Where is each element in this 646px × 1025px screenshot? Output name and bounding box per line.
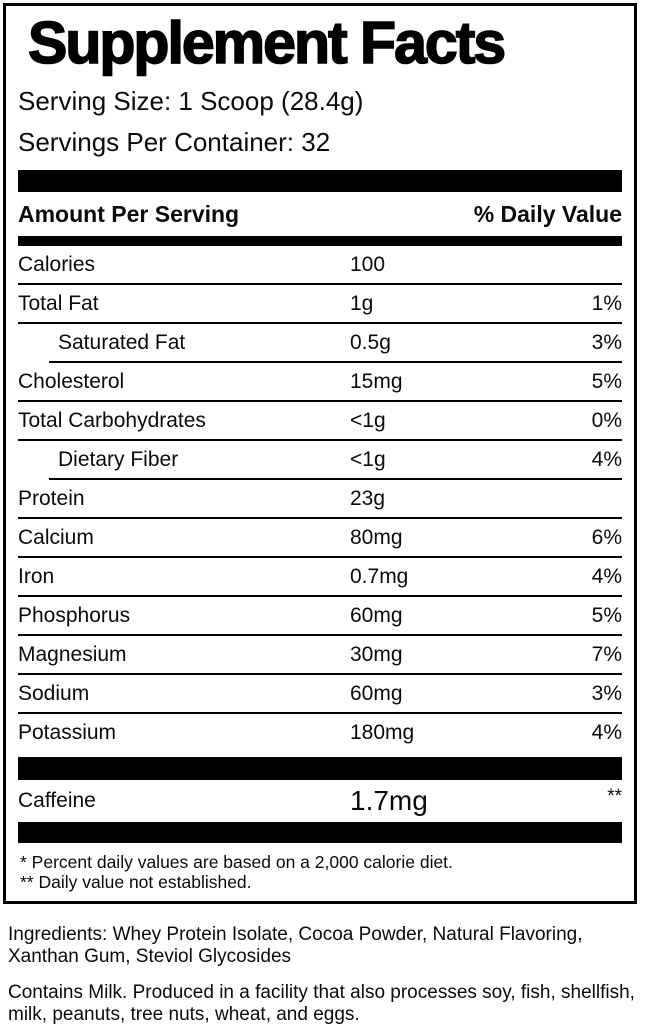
nutrient-daily-value: ** (607, 786, 622, 807)
nutrient-daily-value: 3% (591, 681, 622, 705)
row-divider (18, 517, 622, 519)
row-divider (18, 283, 622, 285)
nutrient-amount: 60mg (350, 681, 403, 705)
row-divider (18, 556, 622, 558)
divider-bar-thick (18, 757, 622, 780)
ingredients-statement: Ingredients: Whey Protein Isolate, Cocoa… (8, 924, 583, 967)
divider-bar-thick (18, 822, 622, 843)
footnote-not-established: ** Daily value not established. (20, 872, 252, 892)
nutrient-name: Potassium (18, 720, 117, 744)
nutrient-name: Total Carbohydrates (18, 408, 206, 432)
table-row-caffeine: Caffeine 1.7mg ** (18, 780, 622, 822)
table-row-calcium: Calcium 80mg 6% (18, 519, 622, 556)
nutrient-name: Calcium (18, 525, 94, 549)
row-divider-indented (49, 361, 622, 363)
nutrient-name: Caffeine (18, 789, 96, 812)
nutrient-name: Total Fat (18, 291, 99, 315)
nutrient-daily-value: 4% (591, 720, 622, 744)
table-header: Amount Per Serving % Daily Value (18, 192, 622, 236)
nutrient-daily-value: 7% (591, 642, 622, 666)
divider-bar-medium (18, 236, 622, 246)
nutrient-name: Saturated Fat (58, 330, 186, 354)
nutrient-name: Calories (18, 252, 96, 276)
nutrient-amount: 0.5g (350, 330, 391, 354)
nutrient-daily-value: 5% (591, 369, 622, 393)
nutrient-amount: 180mg (350, 720, 415, 744)
servings-per-container: Servings Per Container: 32 (18, 127, 331, 157)
table-row-sodium: Sodium 60mg 3% (18, 675, 622, 712)
nutrient-daily-value: 1% (591, 291, 622, 315)
nutrient-daily-value: 0% (591, 408, 622, 432)
table-row-protein: Protein 23g (18, 480, 622, 517)
footnotes: * Percent daily values are based on a 2,… (20, 852, 620, 892)
table-row-cholesterol: Cholesterol 15mg 5% (18, 363, 622, 400)
nutrient-daily-value: 6% (591, 525, 622, 549)
panel-title: Supplement Facts (27, 10, 507, 76)
daily-value-header: % Daily Value (473, 200, 622, 227)
table-row-magnesium: Magnesium 30mg 7% (18, 636, 622, 673)
nutrient-amount: 30mg (350, 642, 403, 666)
amount-per-serving-header: Amount Per Serving (18, 200, 240, 227)
table-row-potassium: Potassium 180mg 4% (18, 714, 622, 751)
nutrient-name: Protein (18, 486, 85, 510)
serving-size: Serving Size: 1 Scoop (28.4g) (18, 86, 364, 116)
divider-bar-thick (18, 170, 622, 192)
row-divider (18, 634, 622, 636)
row-divider (18, 439, 622, 441)
nutrient-name: Phosphorus (18, 603, 131, 627)
allergen-statement: Contains Milk. Produced in a facility th… (8, 982, 635, 1025)
row-divider (18, 673, 622, 675)
row-divider (18, 712, 622, 714)
nutrient-daily-value: 4% (591, 564, 622, 588)
nutrient-name: Iron (18, 564, 55, 588)
nutrient-amount: 1g (350, 291, 374, 315)
nutrient-amount: 100 (350, 252, 386, 276)
table-row-iron: Iron 0.7mg 4% (18, 558, 622, 595)
nutrient-amount: 15mg (350, 369, 403, 393)
nutrient-daily-value: 3% (591, 330, 622, 354)
table-row-phosphorus: Phosphorus 60mg 5% (18, 597, 622, 634)
nutrient-amount: 60mg (350, 603, 403, 627)
nutrient-name: Sodium (18, 681, 90, 705)
supplement-facts-panel: Supplement Facts Serving Size: 1 Scoop (… (3, 3, 637, 904)
table-row-saturated-fat: Saturated Fat 0.5g 3% (18, 324, 622, 361)
table-row-calories: Calories 100 (18, 246, 622, 283)
footnote-daily-values: * Percent daily values are based on a 2,… (20, 852, 453, 872)
nutrient-amount: 80mg (350, 525, 403, 549)
row-divider (18, 322, 622, 324)
nutrient-daily-value: 4% (591, 447, 622, 471)
table-row-total-carbohydrates: Total Carbohydrates <1g 0% (18, 402, 622, 439)
nutrient-name: Dietary Fiber (58, 447, 179, 471)
nutrient-amount: 0.7mg (350, 564, 409, 588)
nutrient-amount: <1g (350, 447, 386, 471)
nutrient-amount: 23g (350, 486, 386, 510)
nutrient-amount: <1g (350, 408, 386, 432)
row-divider-indented (49, 478, 622, 480)
table-row-dietary-fiber: Dietary Fiber <1g 4% (18, 441, 622, 478)
nutrient-amount: 1.7mg (350, 785, 428, 816)
row-divider (18, 400, 622, 402)
nutrient-name: Magnesium (18, 642, 127, 666)
nutrient-name: Cholesterol (18, 369, 125, 393)
nutrient-daily-value: 5% (591, 603, 622, 627)
table-row-total-fat: Total Fat 1g 1% (18, 285, 622, 322)
row-divider (18, 595, 622, 597)
